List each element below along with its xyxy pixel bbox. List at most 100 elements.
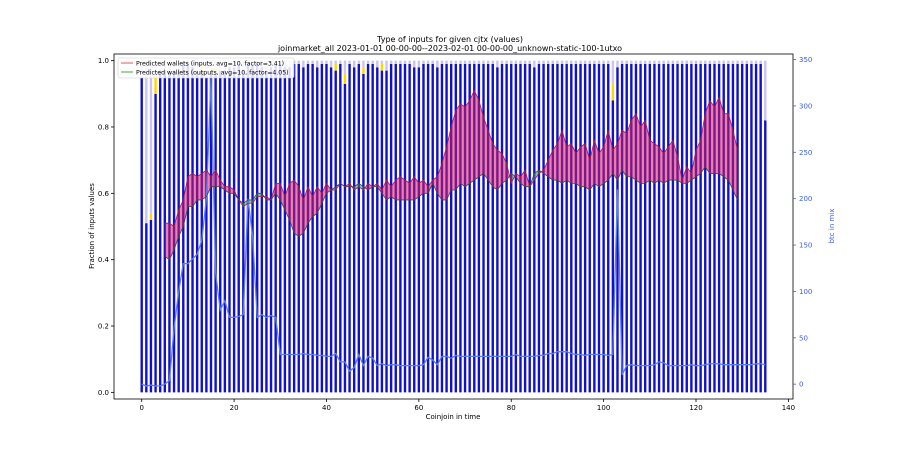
bar-blue [242, 70, 245, 393]
fill-between-segment [183, 176, 188, 227]
bar-blue [717, 63, 721, 393]
bar-blue [740, 63, 744, 393]
bar-lavender [593, 60, 596, 64]
bar-blue [611, 100, 615, 393]
y2-tick-label: 250 [799, 149, 812, 157]
fill-between-segment [649, 140, 655, 184]
bar-blue [745, 63, 749, 393]
y-tick-label: 0.4 [98, 256, 110, 264]
bar-lavender [500, 60, 504, 64]
bar-blue [339, 63, 342, 393]
fill-between-segment [566, 143, 572, 184]
fill-between-segment [594, 140, 599, 187]
bar-lavender [510, 60, 513, 64]
fill-between-segment [589, 140, 595, 191]
fill-between-segment [289, 180, 295, 234]
bar-blue [320, 63, 324, 393]
x-tick-label: 140 [782, 404, 795, 412]
bar-blue [477, 63, 481, 393]
bar-blue [537, 63, 541, 393]
fill-between-segment [178, 199, 184, 237]
fill-between-segment [308, 186, 313, 224]
fill-between-segment [169, 223, 175, 260]
fill-between-segment [663, 146, 669, 184]
bar-blue [376, 67, 379, 393]
fill-between-segment [608, 130, 613, 181]
fill-between-segment [280, 183, 285, 210]
bar-blue [214, 73, 217, 393]
fill-between-segment [483, 117, 489, 181]
bar-blue [657, 63, 661, 393]
fill-between-segment [303, 186, 308, 234]
bar-lavender [362, 60, 365, 68]
bar-blue [542, 63, 545, 393]
fill-between-segment [668, 140, 673, 181]
bar-blue [223, 70, 227, 393]
chart-subtitle: joinmarket_all 2023-01-01 00-00-00--2023… [277, 44, 622, 53]
bar-blue [754, 63, 758, 393]
fill-between-segment [631, 113, 636, 181]
fill-between-segment [201, 170, 207, 200]
bar-blue [616, 67, 619, 393]
bar-lavender [440, 60, 444, 64]
fill-between-segment [187, 173, 193, 207]
bar-lavender [745, 60, 749, 64]
bar-blue [468, 63, 471, 393]
bar-yellow [362, 67, 365, 74]
bar-lavender [583, 60, 587, 64]
fill-between-segment [728, 113, 733, 191]
fill-between-segment [640, 120, 646, 184]
fill-between-segment [294, 180, 299, 237]
fill-between-segment [358, 183, 364, 191]
fill-between-segment [626, 120, 632, 177]
fill-between-segment [409, 176, 415, 200]
x-tick-label: 40 [322, 404, 331, 412]
bar-lavender [699, 60, 702, 64]
bar-blue [560, 63, 564, 393]
bar-blue [283, 67, 287, 393]
bar-lavender [727, 60, 730, 64]
bar-lavender [376, 60, 379, 68]
bar-blue [653, 63, 656, 393]
y2-tick-label: 300 [799, 102, 812, 110]
bar-blue [593, 63, 596, 393]
y-axis: 0.0 0.2 0.4 0.6 0.8 1.0 [98, 57, 114, 397]
bar-lavender [325, 60, 328, 64]
bar-blue [690, 63, 693, 393]
bar-blue [311, 63, 314, 393]
fill-between-segment [585, 143, 590, 191]
bar-blue [570, 63, 573, 393]
fill-between-segment [197, 173, 202, 200]
bar-lavender [519, 60, 522, 64]
bar-lavender [486, 60, 490, 64]
bar-lavender [634, 60, 638, 64]
line-layer [141, 78, 766, 387]
bar-blue [237, 63, 240, 393]
bar-lavender [560, 60, 564, 64]
fill-between-segment [719, 97, 724, 177]
bar-lavender [445, 60, 448, 64]
bar-lavender [339, 60, 342, 64]
bar-lavender [343, 60, 347, 74]
x-tick-label: 100 [597, 404, 610, 412]
bar-lavender [334, 60, 337, 64]
fill-between-segment [696, 140, 701, 177]
fill-between-segment [612, 143, 618, 181]
bar-yellow [380, 63, 384, 71]
bar-lavender [690, 60, 693, 64]
fill-between-segment [520, 170, 526, 187]
bar-blue [352, 67, 356, 393]
fill-between-segment [220, 180, 225, 191]
fill-between-segment [622, 130, 627, 177]
fill-between-segment [469, 90, 475, 184]
y-tick-label: 0.0 [98, 389, 109, 397]
bar-blue [394, 63, 397, 393]
fill-between-segment [732, 130, 738, 200]
bar-lavender [380, 60, 384, 64]
bar-lavender [694, 60, 698, 64]
bar-lavender [482, 60, 485, 64]
bar-lavender [551, 60, 555, 64]
bar-lavender [403, 60, 407, 64]
bar-lavender [496, 60, 499, 68]
